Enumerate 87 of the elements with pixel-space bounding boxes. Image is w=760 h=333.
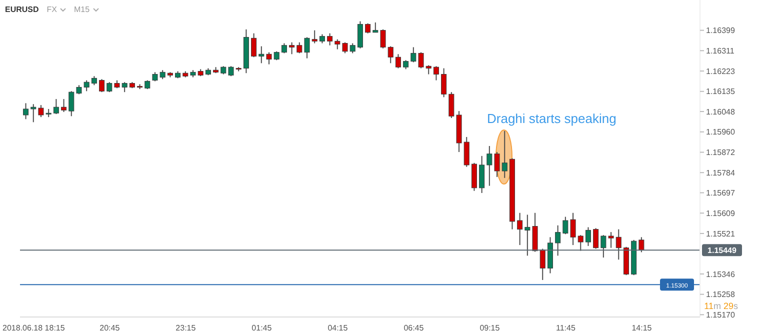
candlestick [479, 155, 485, 194]
candlestick [426, 64, 432, 75]
candlestick [555, 224, 561, 256]
annotation: FX [46, 5, 58, 14]
candlestick [433, 66, 439, 81]
y-tick-label: 1.15872 [706, 148, 736, 158]
text: 11m 29s [704, 301, 738, 311]
y-tick-label: 1.16399 [706, 26, 736, 36]
candlestick [570, 212, 576, 246]
candlestick [281, 42, 287, 54]
text: EURUSD [5, 5, 39, 14]
y-tick-label: 1.16135 [706, 87, 736, 96]
x-tick-label: 11:45 [556, 324, 576, 333]
y-tick-label: 1.15258 [706, 290, 736, 300]
y-tick-label: 1.15521 [706, 229, 736, 238]
x-tick-label: 20:45 [100, 324, 120, 333]
x-tick-label: 09:15 [480, 324, 500, 333]
x-tick-label: 04:15 [328, 324, 348, 333]
candlestick [122, 82, 128, 93]
candlestick [251, 32, 257, 58]
candlestick [342, 42, 348, 54]
y-tick-label: 1.15697 [706, 188, 736, 198]
candlestick [388, 46, 394, 64]
candlestick [524, 214, 530, 256]
y-tick-label: 1.15609 [706, 208, 736, 218]
candlestick [395, 54, 401, 69]
candlestick [441, 68, 447, 98]
y-tick-label: 1.15346 [706, 270, 736, 279]
x-tick-label: 14:15 [632, 324, 652, 333]
candlestick [638, 236, 644, 253]
candlestick [578, 234, 584, 252]
candlestick [23, 102, 29, 120]
candlestick [304, 36, 310, 59]
candlestick [616, 228, 622, 260]
x-tick-label: 2018.06.18 18:15 [2, 324, 66, 333]
candlestick [502, 130, 508, 178]
candlestick [562, 216, 568, 235]
y-tick-label: 1.15784 [706, 168, 736, 178]
y-tick-label: 1.15960 [706, 128, 736, 137]
candlestick [76, 84, 82, 95]
candlestick [106, 82, 112, 93]
candlestick [448, 92, 454, 119]
candlestick [38, 104, 44, 118]
candlestick [91, 76, 97, 86]
candlestick [258, 46, 264, 64]
candlestick [585, 226, 591, 246]
candlestick [593, 228, 599, 250]
candlestick [517, 212, 523, 246]
x-tick-label: 01:45 [252, 324, 272, 333]
candlestick [464, 136, 470, 168]
candlestick [327, 32, 333, 46]
annotation: Draghi starts speaking [487, 111, 616, 126]
candlestick [319, 34, 325, 44]
candlestick [84, 80, 90, 92]
candlestick [372, 22, 378, 33]
y-tick-label: 1.16223 [706, 66, 736, 76]
candlestick [365, 22, 371, 34]
candlestick [68, 90, 74, 117]
candlestick [53, 98, 59, 115]
candlestick [30, 104, 36, 123]
candlestick [289, 42, 295, 55]
candlestick [410, 46, 416, 63]
candlestick [418, 52, 424, 69]
candlestick [334, 38, 340, 50]
candlestick [380, 28, 386, 49]
candlestick [99, 78, 105, 93]
y-tick-label: 1.16311 [706, 46, 735, 56]
x-tick-label: 06:45 [404, 324, 424, 333]
candlestick [486, 146, 492, 186]
candlestick [61, 98, 67, 112]
candlestick [540, 248, 546, 280]
candlestick [494, 152, 500, 178]
y-tick-label: 1.15170 [706, 310, 736, 320]
y-tick-label: 1.16048 [706, 107, 736, 116]
candlestick [357, 20, 363, 49]
candlestick [160, 70, 166, 80]
ref-line-label: 1.15449 [708, 246, 738, 256]
candlestick [403, 60, 409, 70]
x-tick-label: 23:15 [176, 324, 196, 333]
annotation: M15 [74, 5, 90, 14]
candlestick [350, 42, 356, 54]
candlestick [471, 162, 477, 192]
candlestick [312, 30, 318, 44]
candlestick [296, 42, 302, 54]
candlestick [266, 52, 272, 65]
candlestick [228, 66, 234, 77]
candlestick [152, 72, 158, 82]
